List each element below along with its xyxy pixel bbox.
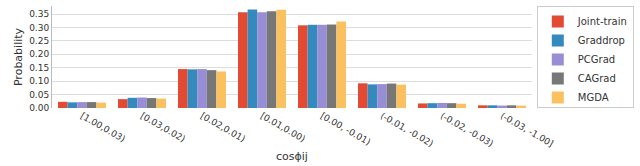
- svg-text:cosϕij: cosϕij: [276, 150, 308, 163]
- svg-text:0.30: 0.30: [29, 23, 49, 33]
- svg-text:0.10: 0.10: [29, 76, 49, 86]
- svg-text:(-0.03, -1.00]: (-0.03, -1.00]: [499, 110, 555, 148]
- svg-text:(-0.01, -0.02): (-0.01, -0.02): [379, 110, 435, 148]
- svg-text:MGDA: MGDA: [578, 92, 609, 103]
- svg-text:Probability: Probability: [12, 27, 25, 86]
- svg-text:(-0.02, -0.03): (-0.02, -0.03): [439, 110, 495, 148]
- svg-text:0.20: 0.20: [29, 49, 49, 59]
- svg-text:Joint-train: Joint-train: [577, 16, 627, 27]
- svg-text:0.15: 0.15: [29, 63, 49, 73]
- svg-text:0.35: 0.35: [29, 9, 49, 19]
- svg-text:[1.00,0.03): [1.00,0.03): [79, 110, 127, 144]
- svg-text:0.05: 0.05: [29, 90, 49, 100]
- svg-text:[0.01,0.00): [0.01,0.00): [259, 110, 307, 144]
- svg-text:0.25: 0.25: [29, 36, 49, 46]
- svg-text:CAGrad: CAGrad: [578, 73, 616, 84]
- svg-text:Graddrop: Graddrop: [578, 35, 625, 46]
- svg-text:[0.00, -0.01): [0.00, -0.01): [319, 110, 373, 147]
- svg-text:[0.03,0.02): [0.03,0.02): [139, 110, 187, 144]
- svg-text:[0.02,0.01): [0.02,0.01): [199, 110, 247, 144]
- svg-text:PCGrad: PCGrad: [578, 54, 615, 65]
- svg-text:0.00: 0.00: [29, 103, 49, 113]
